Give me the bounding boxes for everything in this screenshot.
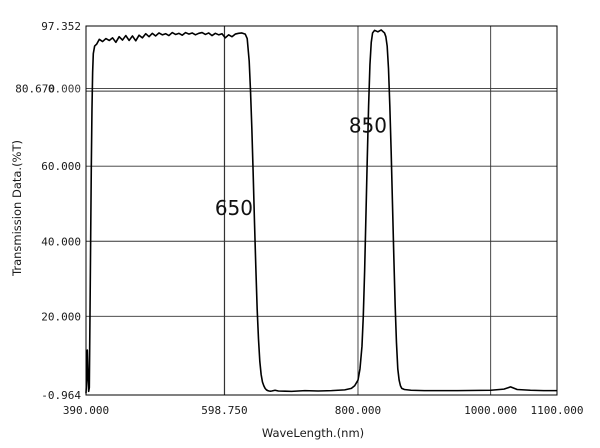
y-tick-label: 97.352 (41, 20, 81, 33)
series-line (85, 29, 557, 394)
y-tick-label: 60.000 (41, 160, 81, 173)
series-layer (85, 29, 557, 394)
y-tick-label-overlap: 0.000 (48, 83, 81, 96)
x-tick-label: 598.750 (201, 404, 247, 417)
y-tick-label: 80.670 (15, 83, 55, 96)
y-tick-labels: -0.964 20.000 40.000 60.000 80.670 97.352 0.00… (15, 20, 81, 402)
x-tick-label: 1000.000 (464, 404, 517, 417)
grid-lines (86, 26, 557, 395)
y-tick-label: 20.000 (41, 310, 81, 323)
x-tick-label: 390.000 (63, 404, 109, 417)
x-tick-label: 800.000 (335, 404, 381, 417)
y-tick-label: 40.000 (41, 235, 81, 248)
x-tick-label: 1100.000 (531, 404, 584, 417)
plot-frame (85, 25, 558, 396)
annotation-label: 850 (349, 113, 387, 137)
annotation-label: 650 (215, 196, 253, 220)
y-axis-label: Transmission Data.(%T) (10, 140, 24, 277)
x-tick-labels: 390.000 598.750 800.000 1000.000 1100.000 (63, 404, 584, 417)
annotations: 650 850 (215, 113, 387, 220)
y-tick-label: -0.964 (41, 389, 81, 402)
x-axis-label: WaveLength.(nm) (262, 426, 364, 440)
plot-background (86, 26, 557, 395)
